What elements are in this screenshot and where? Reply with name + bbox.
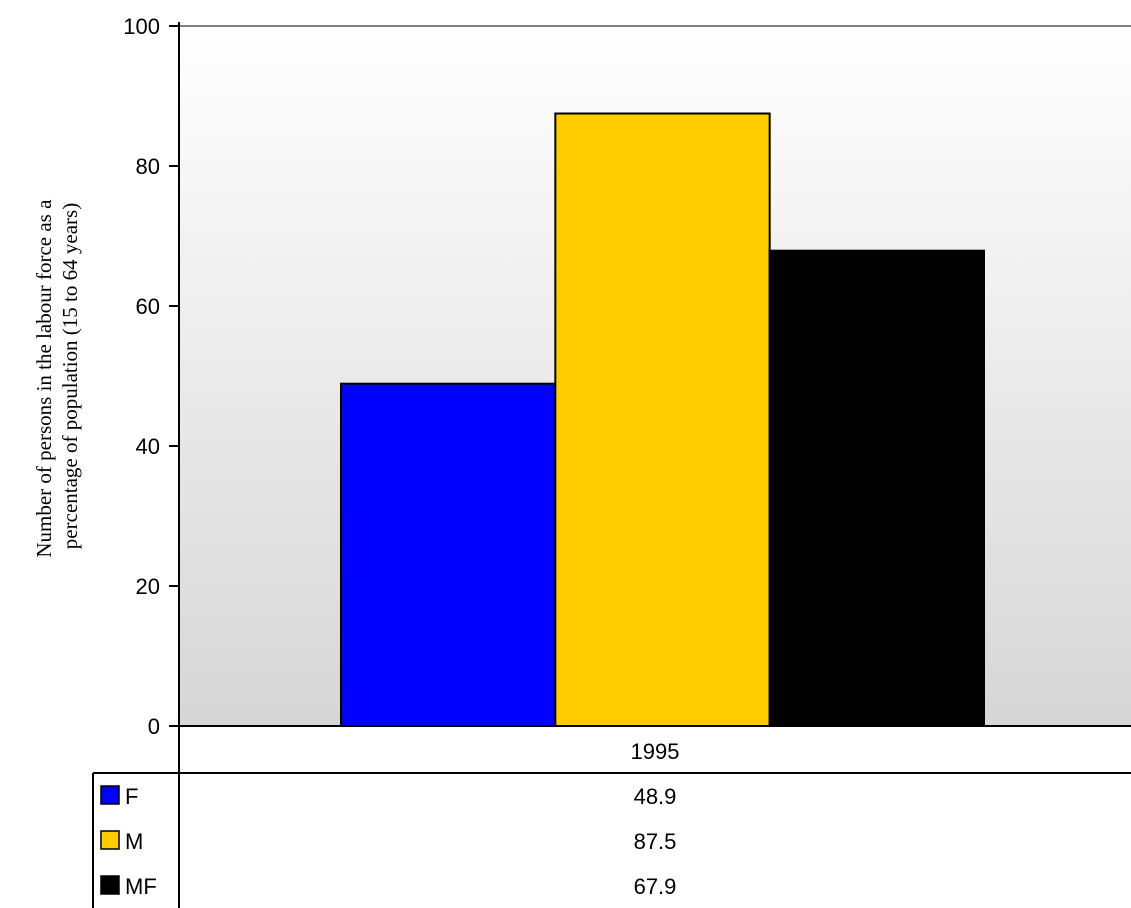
y-tick-label-100: 100: [123, 14, 160, 39]
legend-swatch-f: [100, 785, 120, 805]
legend-swatch-m: [100, 830, 120, 850]
y-tick-label-0: 0: [148, 714, 160, 739]
table-value-m-1995: 87.5: [634, 829, 677, 854]
legend-label-mf: MF: [125, 874, 157, 899]
legend-label-m: M: [125, 829, 143, 854]
legend-swatch-mf: [100, 875, 120, 895]
y-axis-label: Number of persons in the labour force as…: [32, 194, 82, 557]
y-tick-label-40: 40: [136, 434, 160, 459]
bar-mf-1995: [768, 249, 986, 727]
y-axis-label-line-1: Number of persons in the labour force as…: [32, 199, 56, 558]
bar-m-1995: [554, 112, 771, 727]
legend-label-f: F: [125, 784, 138, 809]
y-tick-label-20: 20: [136, 574, 160, 599]
table-value-f-1995: 48.9: [634, 784, 677, 809]
y-tick-label-60: 60: [136, 294, 160, 319]
y-axis-label-line-2: percentage of population (15 to 64 years…: [58, 203, 82, 549]
data-table: 1995 F 48.9 M 87.5 MF 67.9: [92, 739, 1131, 908]
y-tick-label-80: 80: [136, 154, 160, 179]
bar-f-1995: [340, 382, 557, 727]
table-value-mf-1995: 67.9: [634, 874, 677, 899]
table-header-1995: 1995: [631, 739, 680, 764]
